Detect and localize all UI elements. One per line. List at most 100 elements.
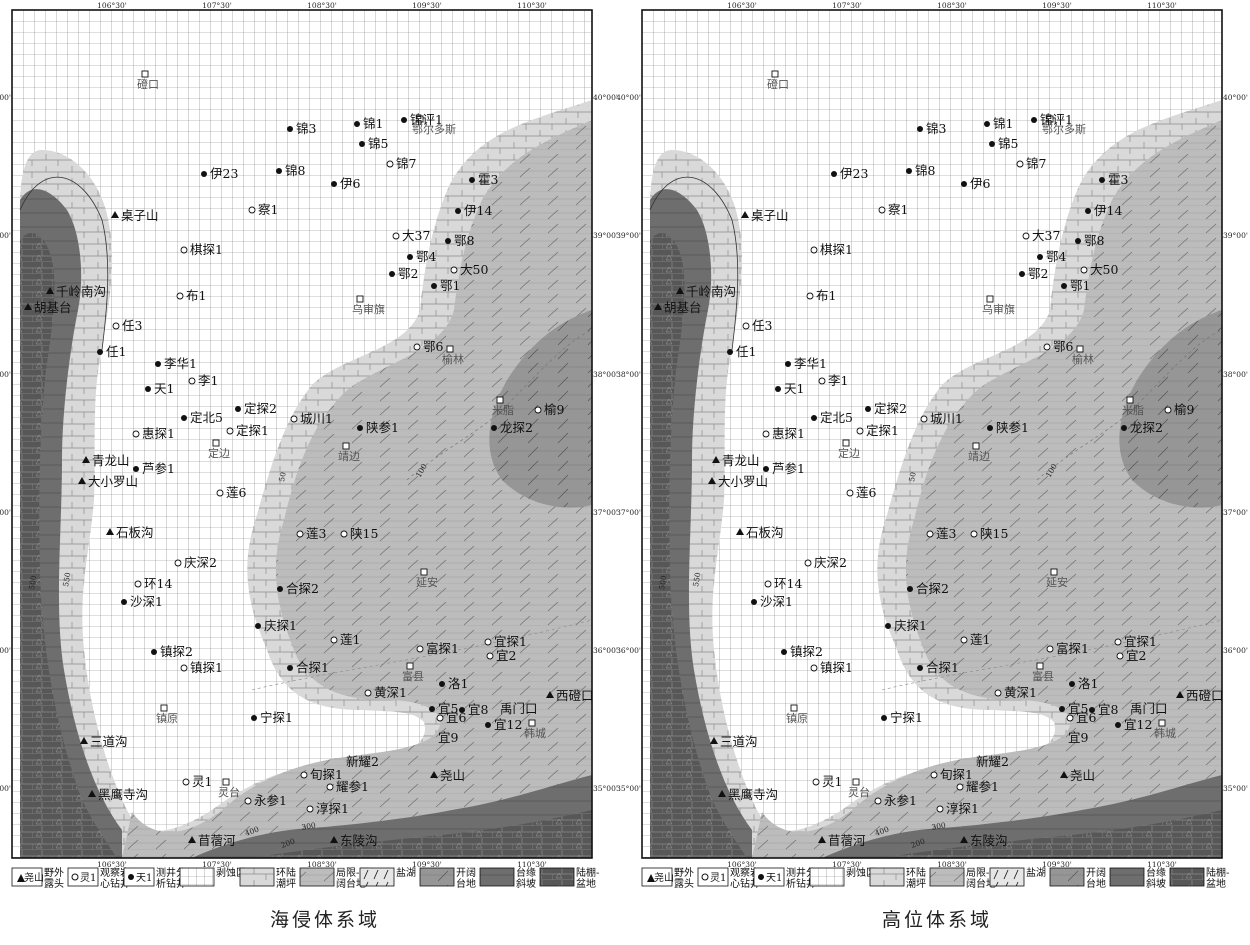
caption-right: 高位体系域 [882, 909, 993, 931]
map-label-text: 乌审旗 [352, 302, 385, 316]
well-ring-icon [386, 160, 394, 168]
map-label-ren1: 任1 [727, 344, 756, 359]
legend-label: 野外 [674, 867, 694, 879]
map-label-text: 鄂尔多斯 [412, 122, 456, 136]
map-label-jingbian: 靖边 [968, 442, 990, 463]
map-label-text: 米脂 [492, 403, 514, 417]
lon-tick-top: 108°30' [937, 1, 967, 10]
lat-tick-right: 37°00' [1223, 508, 1248, 517]
legend-label: 盆地 [1206, 877, 1226, 890]
map-label-huitan1: 惠探1 [762, 426, 805, 441]
map-label-text: 布1 [816, 288, 836, 303]
map-label-ximenkou: 西磴口 [546, 688, 594, 703]
well-dot-icon [235, 406, 241, 412]
lat-tick-right: 36°00' [593, 646, 618, 655]
well-ring-icon [450, 266, 458, 274]
well-ring-icon [112, 322, 120, 330]
map-label-zhuozishan: 桌子山 [741, 208, 789, 223]
well-dot-icon [907, 586, 913, 592]
map-label-text: 伊6 [970, 176, 991, 191]
well-dot-icon [906, 168, 912, 174]
map-label-text: 鄂2 [398, 266, 418, 281]
city-square-icon [406, 662, 414, 670]
well-ring-icon [1043, 343, 1051, 351]
lon-tick-top: 106°30' [97, 1, 127, 10]
map-label-ren3: 任3 [742, 318, 773, 333]
well-ring-icon [392, 232, 400, 240]
legend-item-salt: 盐湖 [359, 866, 416, 887]
map-label-huangshen1: 黄深1 [364, 685, 407, 700]
lon-tick-bottom: 110°30' [1147, 860, 1177, 869]
outcrop-icon [111, 211, 119, 218]
map-label-text: 靖边 [338, 450, 360, 463]
well-ring-icon [180, 664, 188, 672]
map-label-e2: 鄂2 [389, 266, 418, 281]
outcrop-icon [106, 528, 114, 535]
legend-label: 剥蚀区 [216, 866, 246, 879]
map-label-text: 陕参1 [366, 420, 399, 435]
map-label-text: 宜2 [1126, 648, 1146, 663]
lat-tick-left: 36°00' [0, 646, 11, 655]
map-label-da50: 大50 [450, 262, 488, 277]
coordinate-ticks-right: 106°30' 106°30' 107°30' 107°30' 108°30' 108°3… [616, 1, 1248, 869]
well-ring-icon [878, 206, 886, 214]
map-label-fuxian: 富县 [1032, 662, 1054, 683]
map-label-yu9: 榆9 [534, 402, 565, 417]
outcrop-icon [818, 836, 826, 843]
map-label-shan15: 陕15 [340, 526, 378, 541]
coordinate-ticks-left: 106°30' 106°30' 107°30' 107°30' 108°30' 108°3… [0, 1, 618, 869]
map-label-dingbei5: 定北5 [811, 410, 853, 425]
outcrop-icon [708, 477, 716, 484]
legend-sample: 灵1 [80, 872, 96, 884]
well-dot-icon [1061, 283, 1067, 289]
well-ring-icon [1046, 645, 1054, 653]
lat-tick-left: 39°00' [0, 231, 11, 240]
well-ring-icon [701, 873, 709, 881]
map-label-text: 大37 [402, 228, 430, 243]
map-label-text: 宁探1 [890, 710, 923, 725]
map-label-text: 鄂2 [1028, 266, 1048, 281]
map-label-lingtai: 灵台 [218, 778, 240, 799]
well-ring-icon [970, 530, 978, 538]
map-label-yi9: 宜9 [1068, 730, 1089, 745]
well-ring-icon [926, 530, 934, 538]
map-label-text: 锦7 [396, 156, 417, 171]
map-label-cha1: 察1 [248, 202, 278, 217]
well-dot-icon [758, 874, 764, 880]
well-dot-icon [331, 181, 337, 187]
well-dot-icon [251, 715, 257, 721]
map-label-text: 合探1 [926, 660, 959, 675]
map-label-text: 锦5 [998, 136, 1018, 151]
map-label-text: 定探1 [236, 423, 269, 438]
map-label-yumenkou: 禹门口 [500, 701, 538, 716]
map-label-text: 榆林 [1072, 352, 1094, 366]
outcrop-icon [546, 691, 554, 698]
well-dot-icon [469, 177, 475, 183]
well-ring-icon [244, 797, 252, 805]
outcrop-icon [1060, 771, 1068, 778]
map-label-text: 富县 [402, 669, 424, 683]
map-label-qingshen2: 庆深2 [804, 555, 847, 570]
lat-tick-left: 35°00' [616, 784, 641, 793]
map-label-jin1: 锦1 [984, 116, 1013, 131]
map-label-text: 定北5 [820, 410, 853, 425]
map-label-heiyingsigou: 黑鹰寺沟 [88, 787, 148, 802]
map-label-text: 合探2 [916, 581, 949, 596]
map-label-ordos: 鄂尔多斯 [412, 115, 456, 136]
legend-item-basin: 陆棚-盆地 [539, 866, 599, 890]
well-dot-icon [865, 406, 871, 412]
outcrop-icon [1176, 691, 1184, 698]
well-ring-icon [806, 292, 814, 300]
well-ring-icon [1066, 714, 1074, 722]
map-label-huitan1: 惠探1 [132, 426, 175, 441]
map-label-text: 延安 [416, 575, 438, 589]
well-dot-icon [287, 665, 293, 671]
lon-tick-bottom: 109°30' [1042, 860, 1072, 869]
well-ring-icon [182, 778, 190, 786]
well-ring-icon [812, 778, 820, 786]
map-label-luo1: 洛1 [1069, 676, 1098, 691]
map-label-text: 锦8 [285, 163, 306, 178]
map-label-text: 富探1 [426, 641, 459, 656]
